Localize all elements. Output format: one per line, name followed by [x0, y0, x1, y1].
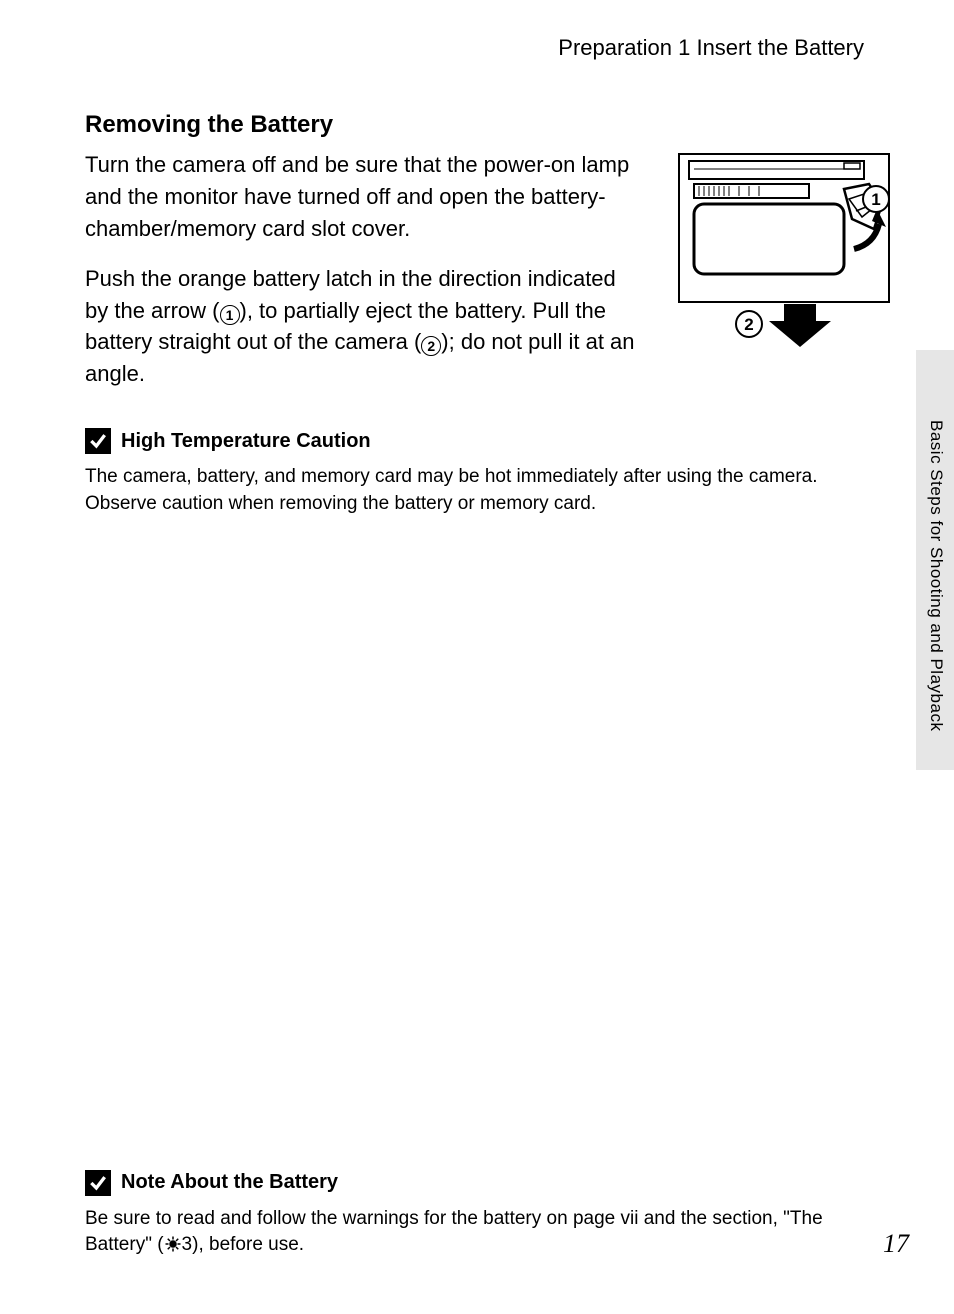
diagram-callout-2: 2 [744, 315, 753, 334]
note-body: Be sure to read and follow the warnings … [85, 1206, 894, 1259]
side-chapter-label: Basic Steps for Shooting and Playback [926, 420, 946, 731]
caution-body: The camera, battery, and memory card may… [85, 464, 894, 517]
reference-icon [164, 1235, 182, 1253]
body-text: Turn the camera off and be sure that the… [85, 149, 644, 408]
battery-note: Note About the Battery Be sure to read a… [85, 1170, 894, 1259]
note-check-icon [85, 1170, 111, 1196]
caution-check-icon [85, 428, 111, 454]
paragraph-1: Turn the camera off and be sure that the… [85, 149, 644, 245]
caution-title: High Temperature Caution [121, 430, 371, 453]
content-row: Turn the camera off and be sure that the… [85, 149, 894, 408]
note-ref: 3 [182, 1234, 193, 1255]
page-number: 17 [883, 1229, 909, 1259]
chapter-header: Preparation 1 Insert the Battery [85, 35, 894, 61]
note-title: Note About the Battery [121, 1171, 338, 1194]
diagram-callout-1: 1 [871, 190, 880, 209]
manual-page: Preparation 1 Insert the Battery Removin… [0, 0, 954, 1314]
note-post: ), before use. [192, 1234, 304, 1255]
step-circle-1-inline: 1 [220, 305, 240, 325]
step-circle-2-inline: 2 [421, 336, 441, 356]
paragraph-2: Push the orange battery latch in the dir… [85, 263, 644, 391]
high-temp-caution: High Temperature Caution The camera, bat… [85, 428, 894, 517]
battery-diagram: 1 2 [674, 149, 894, 349]
section-heading: Removing the Battery [85, 111, 894, 139]
